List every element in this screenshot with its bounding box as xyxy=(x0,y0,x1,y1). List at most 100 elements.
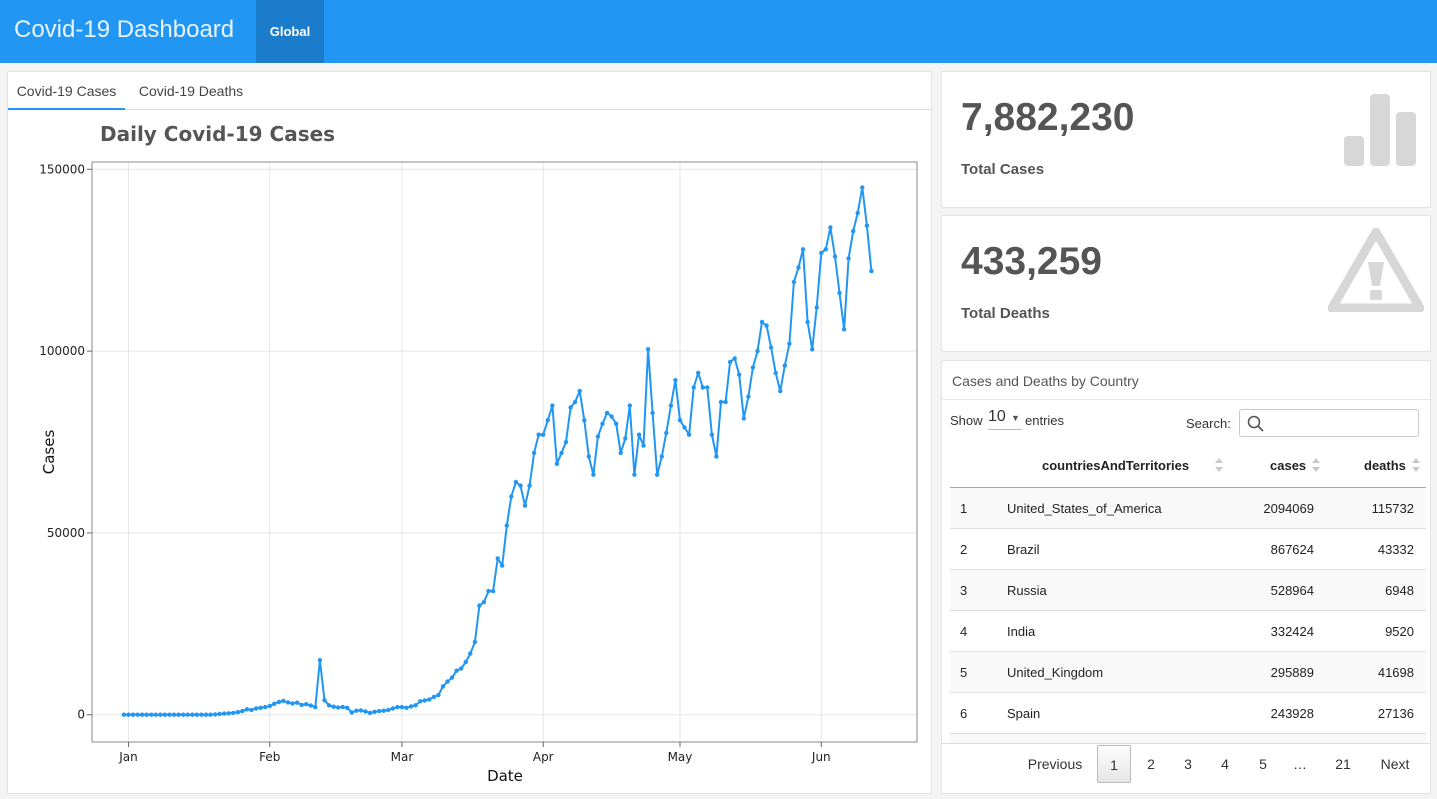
data-point xyxy=(377,708,382,714)
nav-tab-global[interactable]: Global xyxy=(256,0,324,63)
data-point xyxy=(595,434,601,439)
data-point xyxy=(244,707,250,712)
data-point xyxy=(285,700,291,705)
page-button-21[interactable]: 21 xyxy=(1335,756,1351,772)
data-point xyxy=(431,694,437,700)
y-tick-label: 0 xyxy=(77,708,85,722)
data-point xyxy=(541,432,546,437)
tab-covid-deaths[interactable]: Covid-19 Deaths xyxy=(138,83,244,99)
data-point xyxy=(536,432,541,437)
chart-tabs: Covid-19 Cases Covid-19 Deaths xyxy=(8,72,931,110)
data-point xyxy=(335,705,341,710)
table-row[interactable]: 1 United_States_of_America 2094069 11573… xyxy=(950,488,1426,529)
data-point xyxy=(208,712,213,717)
y-tick-label: 100000 xyxy=(39,344,85,358)
page-length-select[interactable]: 10 xyxy=(988,408,1022,430)
table-row[interactable]: 6 Spain 243928 27136 xyxy=(950,693,1426,734)
data-point xyxy=(130,712,136,717)
data-point xyxy=(632,472,637,477)
data-point xyxy=(686,432,692,437)
sort-icon[interactable] xyxy=(1411,457,1421,473)
total-deaths-card: 433,259 Total Deaths xyxy=(941,215,1431,352)
data-point xyxy=(568,405,573,410)
daily-cases-chart[interactable]: Daily Covid-19 Cases 050000100000150000 … xyxy=(8,111,931,793)
data-point xyxy=(440,684,446,689)
data-point xyxy=(832,254,838,259)
y-tick-label: 50000 xyxy=(47,526,85,540)
data-point xyxy=(345,705,350,710)
row-country: India xyxy=(1007,624,1036,639)
data-point xyxy=(563,439,569,445)
data-point xyxy=(750,365,756,370)
search-input[interactable] xyxy=(1239,409,1419,437)
col-header-country[interactable]: countriesAndTerritories xyxy=(1042,458,1190,473)
page-button-3[interactable]: 3 xyxy=(1184,756,1192,772)
data-point xyxy=(422,698,427,703)
data-point xyxy=(764,323,769,328)
data-point xyxy=(308,703,313,708)
data-point xyxy=(313,704,318,710)
series-line xyxy=(123,186,873,716)
data-point xyxy=(190,712,195,717)
chart-panel: Covid-19 Cases Covid-19 Deaths Daily Cov… xyxy=(7,71,932,794)
data-point xyxy=(276,699,282,705)
row-deaths: 41698 xyxy=(1377,665,1414,680)
row-cases: 295889 xyxy=(1270,665,1314,680)
data-point xyxy=(554,461,560,466)
data-point xyxy=(705,385,710,390)
data-point xyxy=(358,708,364,713)
data-point xyxy=(222,711,227,716)
data-point xyxy=(659,454,664,459)
data-point xyxy=(723,399,728,405)
data-point xyxy=(349,710,354,715)
data-point xyxy=(363,709,368,714)
row-deaths: 9520 xyxy=(1385,624,1414,639)
previous-page-button[interactable]: Previous xyxy=(1027,756,1083,772)
data-point xyxy=(614,421,619,426)
data-point xyxy=(810,347,815,352)
data-point xyxy=(518,483,523,488)
row-index: 5 xyxy=(960,665,968,680)
row-index: 3 xyxy=(960,583,968,598)
data-point xyxy=(855,210,860,216)
data-point xyxy=(495,556,500,561)
page-button-2[interactable]: 2 xyxy=(1147,756,1155,772)
sort-icon[interactable] xyxy=(1311,457,1321,473)
data-point xyxy=(805,319,810,325)
country-table-panel: Cases and Deaths by Country Show 10 ▼ en… xyxy=(941,360,1431,794)
data-point xyxy=(737,372,742,377)
app-title[interactable]: Covid-19 Dashboard xyxy=(14,16,235,43)
sort-icon[interactable] xyxy=(1214,457,1224,473)
col-header-deaths[interactable]: deaths xyxy=(1364,458,1406,473)
top-navbar: Covid-19 Dashboard Global xyxy=(0,0,1437,63)
tab-covid-cases[interactable]: Covid-19 Cases xyxy=(8,72,125,110)
data-point xyxy=(413,703,418,708)
table-row[interactable]: 4 India 332424 9520 xyxy=(950,611,1426,652)
data-point xyxy=(673,378,678,383)
col-header-cases[interactable]: cases xyxy=(1270,458,1307,473)
page-button-1[interactable]: 1 xyxy=(1097,745,1131,783)
data-point xyxy=(299,702,304,708)
row-cases: 867624 xyxy=(1270,542,1314,557)
page-button-4[interactable]: 4 xyxy=(1221,756,1229,772)
row-cases: 528964 xyxy=(1270,583,1314,598)
data-point xyxy=(390,706,395,711)
data-point xyxy=(404,705,409,710)
pagination-ellipsis: … xyxy=(1293,756,1307,772)
table-row[interactable]: 3 Russia 528964 6948 xyxy=(950,570,1426,611)
table-row[interactable]: 2 Brazil 867624 43332 xyxy=(950,529,1426,570)
data-point xyxy=(718,399,724,405)
plot-area-border xyxy=(91,161,918,743)
data-point xyxy=(372,709,377,714)
x-tick-label: Mar xyxy=(391,750,414,764)
x-tick-label: Apr xyxy=(533,750,554,764)
data-point xyxy=(741,416,746,421)
data-point xyxy=(600,421,605,426)
total-cases-value: 7,882,230 xyxy=(961,96,1135,139)
show-label: Show xyxy=(950,413,983,428)
data-point xyxy=(641,443,646,448)
page-button-5[interactable]: 5 xyxy=(1259,756,1267,772)
table-row[interactable]: 5 United_Kingdom 295889 41698 xyxy=(950,652,1426,693)
x-tick-label: May xyxy=(668,750,693,764)
next-page-button[interactable]: Next xyxy=(1380,756,1410,772)
